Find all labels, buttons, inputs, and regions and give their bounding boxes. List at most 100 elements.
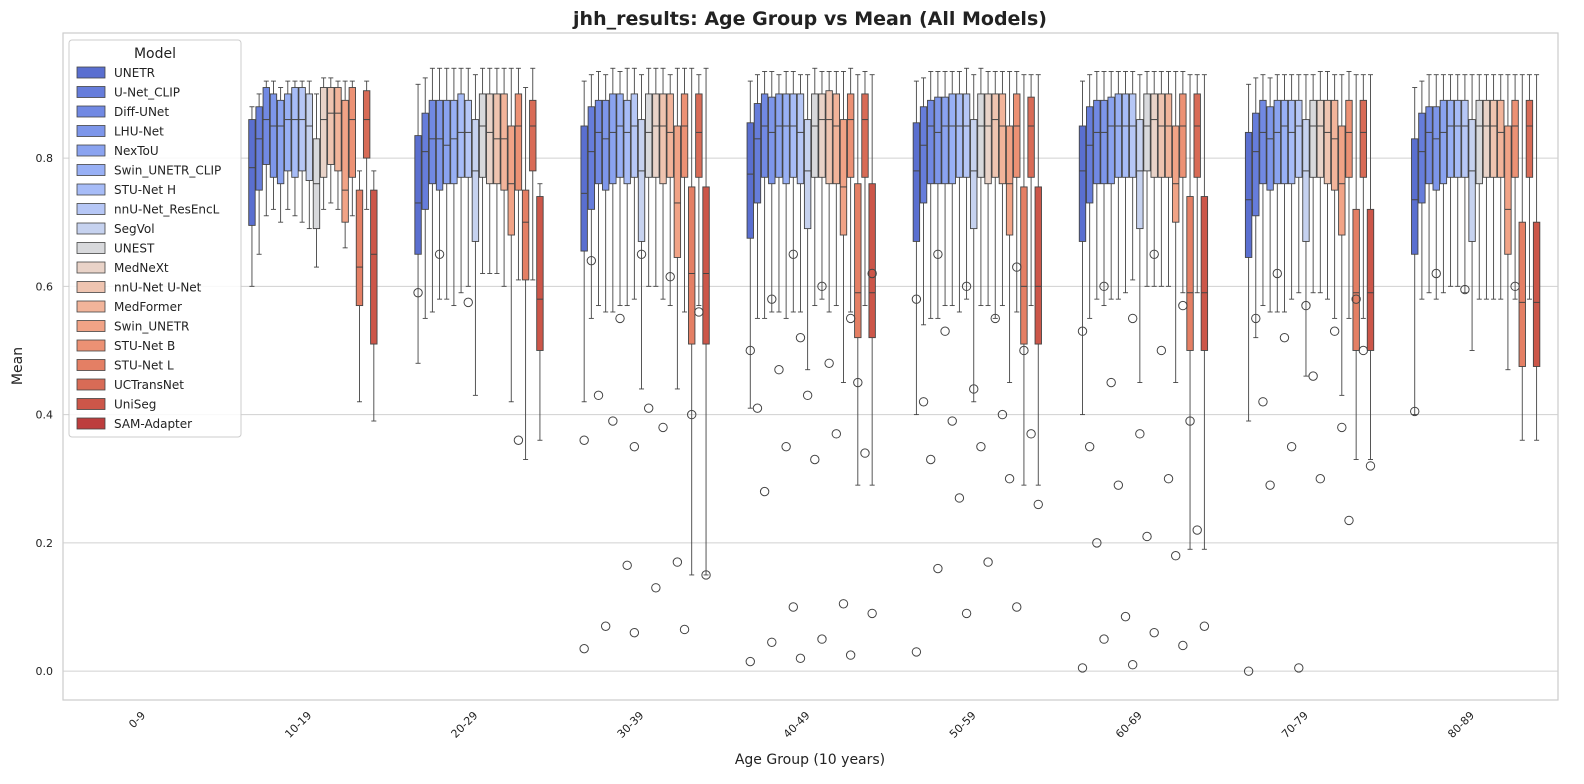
outlier-point xyxy=(1149,249,1159,259)
legend-swatch xyxy=(76,144,106,157)
box xyxy=(1259,99,1267,185)
box xyxy=(746,122,754,239)
box xyxy=(1107,96,1115,185)
outlier-point xyxy=(1510,281,1520,292)
outlier-point xyxy=(615,313,625,324)
box xyxy=(1302,119,1310,242)
box xyxy=(825,90,833,185)
outlier-point xyxy=(1127,660,1138,670)
legend-label: STU-Net H xyxy=(114,183,176,197)
legend-swatch xyxy=(76,339,106,352)
box xyxy=(927,99,935,185)
box xyxy=(1468,119,1476,242)
outlier-point xyxy=(1315,474,1326,484)
box xyxy=(1252,112,1260,217)
y-tick-label: 0.0 xyxy=(36,665,54,678)
box xyxy=(1497,99,1505,178)
box xyxy=(652,93,660,178)
box xyxy=(796,93,805,185)
box xyxy=(319,87,328,178)
outlier-point xyxy=(997,409,1008,420)
box xyxy=(955,93,964,178)
outlier-point xyxy=(658,422,668,433)
box xyxy=(1345,99,1353,178)
box xyxy=(1193,93,1201,178)
outlier-point xyxy=(593,390,604,401)
box xyxy=(1013,93,1021,178)
box xyxy=(334,87,342,172)
box xyxy=(962,93,971,178)
box xyxy=(262,87,270,165)
box xyxy=(414,135,422,255)
box xyxy=(500,93,508,191)
box xyxy=(1100,99,1108,185)
box xyxy=(1244,131,1253,258)
box xyxy=(1150,93,1158,178)
box xyxy=(970,119,978,230)
outlier-point xyxy=(629,441,640,452)
box-series xyxy=(248,67,1541,576)
outlier-point xyxy=(1026,429,1036,439)
box xyxy=(775,93,783,178)
box xyxy=(1295,99,1303,178)
outlier-point xyxy=(1410,406,1420,417)
legend-label: LHU-Net xyxy=(114,125,164,139)
y-tick-label: 0.4 xyxy=(36,409,54,422)
x-tick-label: 20-29 xyxy=(449,709,481,741)
legend-swatch xyxy=(76,183,106,196)
outlier-point xyxy=(1084,441,1095,452)
outlier-point xyxy=(940,326,950,336)
outlier-point xyxy=(781,441,791,452)
box xyxy=(1352,208,1360,351)
outlier-point xyxy=(687,409,697,420)
box xyxy=(1359,99,1367,178)
legend-swatch xyxy=(76,222,106,235)
box xyxy=(782,93,790,185)
box xyxy=(457,93,465,178)
legend-label: U-Net_CLIP xyxy=(114,86,180,100)
outlier-point xyxy=(990,313,1000,324)
legend-label: SAM-Adapter xyxy=(114,417,192,431)
box xyxy=(1027,96,1035,178)
outlier-point xyxy=(1301,300,1311,311)
x-tick-label: 30-39 xyxy=(615,709,647,741)
outlier-point xyxy=(947,416,957,426)
outlier-point xyxy=(579,643,589,654)
box xyxy=(1172,125,1180,223)
outlier-point xyxy=(1279,332,1290,343)
outlier-point xyxy=(983,557,993,567)
outlier-point xyxy=(767,294,777,304)
outlier-point xyxy=(1351,294,1361,304)
box xyxy=(435,99,444,191)
outlier-point xyxy=(817,634,827,644)
box xyxy=(1418,112,1426,204)
box xyxy=(536,196,544,351)
legend-swatch xyxy=(76,105,106,118)
box xyxy=(1309,99,1317,178)
outlier-point xyxy=(933,563,943,574)
outlier-point xyxy=(918,397,929,407)
box xyxy=(984,93,992,185)
outlier-point xyxy=(1170,550,1181,561)
box xyxy=(977,93,985,178)
outlier-point xyxy=(845,650,856,660)
legend-label: UniSeg xyxy=(114,398,156,412)
outlier-point xyxy=(853,377,863,388)
outlier-point xyxy=(911,647,922,657)
legend-swatch xyxy=(76,359,106,371)
outlier-point xyxy=(1142,531,1152,542)
box xyxy=(941,96,949,185)
outlier-point xyxy=(1120,611,1131,622)
box xyxy=(846,93,855,178)
box xyxy=(291,87,299,178)
outlier-point xyxy=(745,345,755,356)
box xyxy=(1179,93,1187,178)
box xyxy=(355,189,364,307)
outlier-point xyxy=(845,313,856,324)
outlier-point xyxy=(1199,621,1210,631)
outlier-point xyxy=(1337,422,1347,433)
box xyxy=(1164,93,1173,178)
box xyxy=(1518,221,1526,367)
box xyxy=(450,99,458,185)
box xyxy=(616,93,624,178)
